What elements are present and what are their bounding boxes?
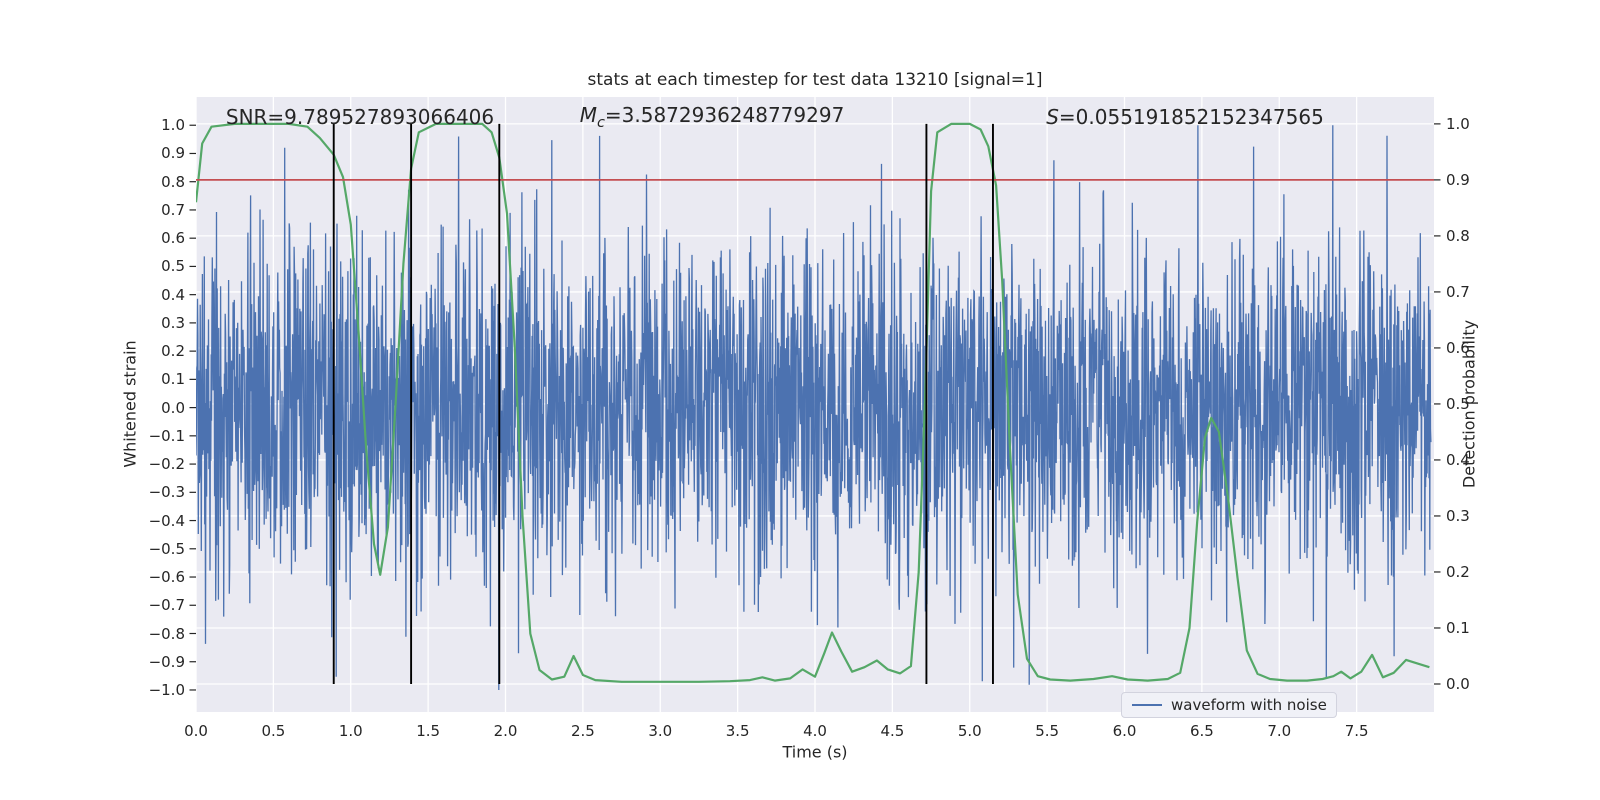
y-tick-label-left: −0.1 bbox=[148, 426, 185, 445]
y-tick-label-left: 0.0 bbox=[161, 398, 185, 417]
chirp-mass-symbol: M bbox=[579, 103, 597, 127]
x-tick-label: 4.0 bbox=[803, 722, 827, 740]
x-tick-label: 7.0 bbox=[1267, 722, 1292, 740]
annotation-s-value: S=0.055191852152347565 bbox=[1046, 105, 1324, 129]
y-tick-label-right: 0.3 bbox=[1446, 506, 1470, 525]
y-tick-label-right: 0.8 bbox=[1446, 226, 1470, 245]
y-tick-label-right: 0.2 bbox=[1446, 562, 1470, 581]
y-tick-label-left: −0.3 bbox=[148, 483, 185, 502]
y-tick-label-left: −0.2 bbox=[148, 455, 185, 474]
y-tick-label-left: 0.5 bbox=[161, 257, 185, 276]
s-value: =0.055191852152347565 bbox=[1058, 105, 1324, 129]
legend-entry-label: waveform with noise bbox=[1171, 696, 1327, 714]
x-tick-label: 0.5 bbox=[261, 722, 286, 740]
y-tick-label-left: 0.7 bbox=[161, 200, 185, 219]
annotation-chirp-mass: Mc=3.5872936248779297 bbox=[580, 103, 845, 131]
waveform-series bbox=[196, 125, 1432, 691]
x-tick-label: 6.5 bbox=[1189, 722, 1214, 740]
x-tick-label: 1.0 bbox=[338, 722, 363, 740]
y-tick-label-left: 0.6 bbox=[161, 229, 185, 248]
y-tick-label-right: 0.0 bbox=[1446, 674, 1470, 693]
y-tick-label-left: 0.8 bbox=[161, 172, 185, 191]
y-tick-label-left: 0.3 bbox=[161, 313, 185, 332]
y-tick-label-right: 0.1 bbox=[1446, 618, 1470, 637]
chirp-mass-subscript: c bbox=[596, 115, 605, 131]
y-tick-label-left: −0.6 bbox=[148, 568, 185, 587]
y-tick-label-right: 0.7 bbox=[1446, 282, 1470, 301]
s-symbol: S bbox=[1046, 105, 1059, 129]
chirp-mass-value: =3.5872936248779297 bbox=[604, 103, 845, 127]
y-tick-label-right: 0.9 bbox=[1446, 170, 1470, 189]
x-tick-label: 5.0 bbox=[957, 722, 982, 740]
y-tick-label-left: −0.4 bbox=[148, 511, 185, 530]
annotation-snr: SNR=9.789527893066406 bbox=[225, 105, 495, 129]
x-tick-label: 0.0 bbox=[184, 722, 208, 740]
x-tick-label: 2.0 bbox=[493, 722, 518, 740]
x-tick-label: 3.0 bbox=[648, 722, 673, 740]
y-tick-label-right: 0.6 bbox=[1446, 338, 1470, 357]
y-tick-label-left: 1.0 bbox=[161, 116, 185, 135]
y-tick-label-left: −0.5 bbox=[148, 539, 185, 558]
x-tick-label: 7.5 bbox=[1344, 722, 1369, 740]
detection-probability-line bbox=[196, 122, 1430, 683]
y-tick-label-right: 1.0 bbox=[1446, 114, 1470, 133]
chart-title: stats at each timestep for test data 132… bbox=[587, 70, 1043, 90]
x-tick-label: 5.5 bbox=[1035, 722, 1060, 740]
y-tick-label-right: 0.5 bbox=[1446, 394, 1470, 413]
legend: waveform with noise bbox=[1121, 692, 1337, 718]
y-tick-label-left: 0.1 bbox=[161, 370, 185, 389]
y-tick-label-left: 0.4 bbox=[161, 285, 185, 304]
y-tick-label-left: 0.9 bbox=[161, 144, 185, 163]
x-tick-label: 1.5 bbox=[416, 722, 441, 740]
y-tick-label-left: −0.9 bbox=[148, 652, 185, 671]
y-tick-label-right: 0.4 bbox=[1446, 450, 1470, 469]
y-tick-label-left: −0.7 bbox=[148, 596, 185, 615]
y-tick-label-left: −0.8 bbox=[148, 624, 185, 643]
y-tick-label-left: 0.2 bbox=[161, 342, 185, 361]
x-axis-label: Time (s) bbox=[782, 742, 848, 762]
x-tick-label: 6.0 bbox=[1112, 722, 1137, 740]
x-tick-label: 4.5 bbox=[880, 722, 905, 740]
x-tick-label: 2.5 bbox=[570, 722, 595, 740]
y-tick-label-left: −1.0 bbox=[148, 680, 185, 699]
x-tick-label: 3.5 bbox=[725, 722, 750, 740]
legend-line-swatch bbox=[1132, 703, 1162, 707]
